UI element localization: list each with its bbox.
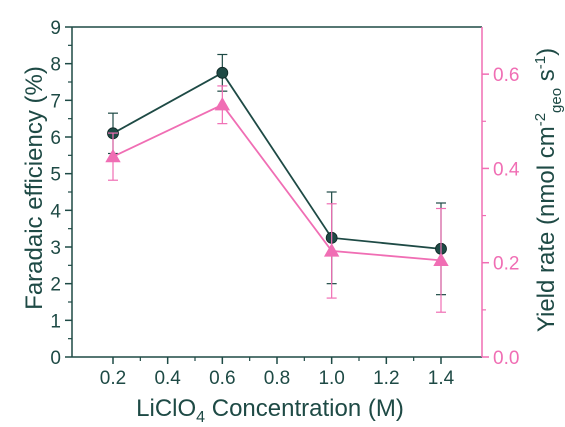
y-right-tick-label: 0.4 <box>493 159 520 180</box>
x-axis-title-sub: 4 <box>196 409 205 426</box>
x-axis-title: LiClO4 Concentration (M) <box>136 395 404 426</box>
series-1-point <box>433 252 449 267</box>
series-1-point <box>105 148 121 163</box>
y-left-tick-label: 8 <box>50 55 61 76</box>
series-0-line <box>112 71 442 250</box>
y-left-tick-label: 7 <box>50 91 61 112</box>
x-tick-label: 1.0 <box>318 368 344 389</box>
series-1-point <box>214 96 231 111</box>
y-axis-right-title: Yield rate (nmol cm-2geo s-1) <box>532 48 565 332</box>
y-axis-right-title-sup1: -2 <box>532 113 549 126</box>
y-left-tick-label: 9 <box>50 18 61 39</box>
x-axis-title-rest: Concentration (M) <box>205 395 404 422</box>
y-left-tick-label: 4 <box>50 201 61 222</box>
y-left-tick-label: 3 <box>50 238 61 259</box>
series-1-point <box>323 243 340 257</box>
y-axis-right-title-main: Yield rate (nmol cm <box>533 126 560 332</box>
x-tick-label: 0.6 <box>209 368 235 389</box>
y-right-tick-label: 0.6 <box>493 65 519 86</box>
series-layer <box>105 53 449 313</box>
y-left-tick-label: 5 <box>50 165 61 186</box>
y-right-tick-label: 0.2 <box>493 254 519 275</box>
y-left-tick-label: 6 <box>50 128 61 149</box>
y-axis-left-title-text: Faradaic efficiency (%) <box>21 66 48 310</box>
x-tick-label: 0.8 <box>264 368 290 389</box>
x-tick-label: 0.4 <box>154 368 181 389</box>
series-0-point <box>216 66 229 79</box>
x-tick-label: 0.2 <box>100 368 126 389</box>
y-right-tick-label: 0.0 <box>493 348 519 369</box>
y-axis-left-title: Faradaic efficiency (%) <box>21 66 48 310</box>
y-left-tick-label: 1 <box>50 311 61 332</box>
y-axis-right-title-mid: s <box>533 69 560 88</box>
axes-layer: 0.2 0.4 0.6 0.8 1.0 1.2 1.4 0 1 2 3 4 5 6 7 8 9 0.0 0.2 0.4… <box>50 18 519 389</box>
x-tick-label: 1.4 <box>428 368 455 389</box>
y-left-tick-label: 2 <box>50 275 61 296</box>
y-left-tick-label: 0 <box>50 348 61 369</box>
y-axis-right-title-sup2: -1 <box>532 56 549 69</box>
y-axis-right-title-end: ) <box>533 48 560 56</box>
series-1-line <box>112 103 442 262</box>
x-tick-label: 1.2 <box>373 368 399 389</box>
x-axis-title-main: LiClO <box>136 395 196 422</box>
y-axis-right-title-sub: geo <box>548 88 565 113</box>
